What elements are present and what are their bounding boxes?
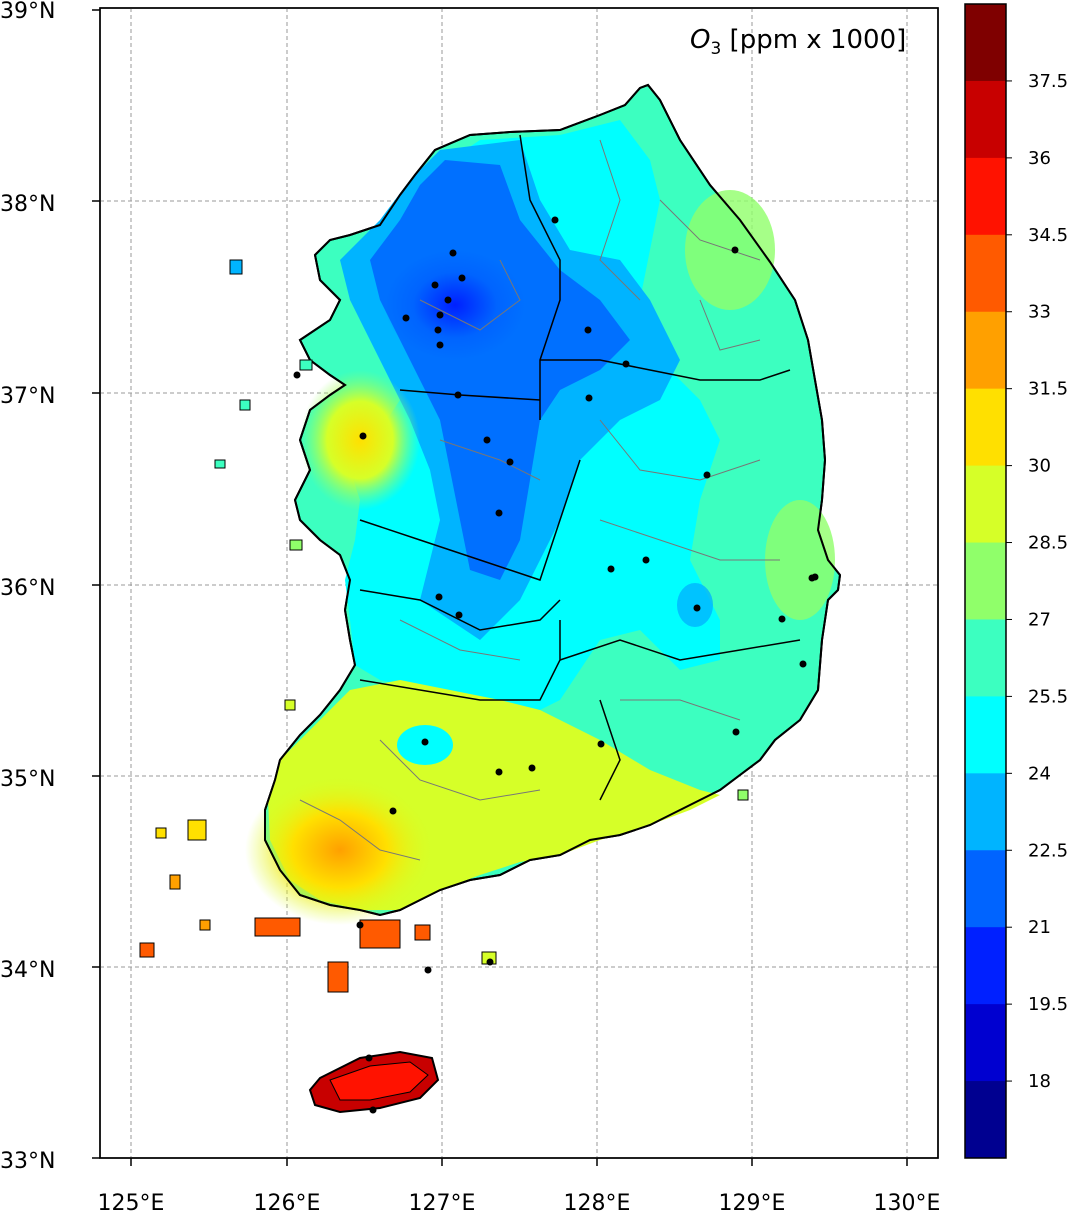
colorbar-swatch	[965, 234, 1006, 313]
colorbar-swatch	[965, 465, 1006, 544]
colorbar-label: 34.5	[1028, 225, 1068, 246]
colorbar-swatch	[965, 157, 1006, 236]
latitude-labels: 39°N 38°N 37°N 36°N 35°N 34°N 33°N	[0, 0, 55, 1174]
svg-text:37°N: 37°N	[0, 384, 55, 409]
colorbar-swatch	[965, 773, 1006, 851]
colorbar-swatch	[965, 1081, 1006, 1159]
colorbar-swatch	[965, 311, 1006, 390]
longitude-ticks	[130, 1158, 908, 1166]
svg-text:125°E: 125°E	[98, 1191, 165, 1216]
coastline	[264, 83, 842, 917]
colorbar-label: 22.5	[1028, 840, 1068, 861]
colorbar: 37.5 36 34.5 33 31.5 30 28.5 27 25.5 24 22.5 21 19.5…	[964, 3, 1068, 1159]
svg-text:36°N: 36°N	[0, 576, 55, 601]
zone-southwest-high	[245, 775, 435, 925]
zone-daegu-low	[677, 583, 713, 627]
colorbar-swatch	[965, 1004, 1006, 1082]
colorbar-label: 37.5	[1028, 71, 1068, 92]
colorbar-label: 33	[1028, 302, 1051, 323]
zone-seoul-low	[385, 250, 525, 360]
colorbar-label: 30	[1028, 456, 1051, 477]
svg-text:129°E: 129°E	[719, 1191, 786, 1216]
svg-text:128°E: 128°E	[564, 1191, 631, 1216]
svg-text:130°E: 130°E	[874, 1191, 941, 1216]
map-title: O3 [ppm x 1000]	[690, 25, 906, 59]
colorbar-label: 25.5	[1028, 686, 1068, 707]
station-markers	[293, 216, 819, 1114]
latitude-ticks	[92, 9, 100, 1159]
colorbar-swatch	[965, 80, 1006, 159]
colorbar-label: 19.5	[1028, 994, 1068, 1015]
colorbar-swatch	[965, 619, 1006, 697]
colorbar-label: 36	[1028, 148, 1051, 169]
colorbar-label: 24	[1028, 763, 1051, 784]
svg-text:35°N: 35°N	[0, 767, 55, 792]
colorbar-swatch	[965, 696, 1006, 774]
svg-text:33°N: 33°N	[0, 1149, 55, 1174]
colorbar-swatch	[965, 388, 1006, 467]
svg-text:38°N: 38°N	[0, 192, 55, 217]
colorbar-swatch	[965, 850, 1006, 928]
colorbar-label: 28.5	[1028, 533, 1068, 554]
province-boundaries	[359, 134, 801, 801]
colorbar-label: 31.5	[1028, 379, 1068, 400]
colorbar-swatch	[965, 927, 1006, 1005]
colorbar-swatch	[965, 542, 1006, 620]
colorbar-label: 27	[1028, 609, 1051, 630]
svg-text:39°N: 39°N	[0, 0, 55, 24]
colorbar-label: 21	[1028, 917, 1051, 938]
colorbar-swatch	[965, 4, 1006, 82]
svg-text:34°N: 34°N	[0, 958, 55, 983]
county-boundaries	[299, 139, 780, 861]
svg-text:127°E: 127°E	[409, 1191, 476, 1216]
svg-text:126°E: 126°E	[254, 1191, 321, 1216]
longitude-labels: 125°E 126°E 127°E 128°E 129°E 130°E	[98, 1191, 941, 1216]
zone-west-high	[300, 370, 420, 510]
colorbar-label: 18	[1028, 1071, 1051, 1092]
